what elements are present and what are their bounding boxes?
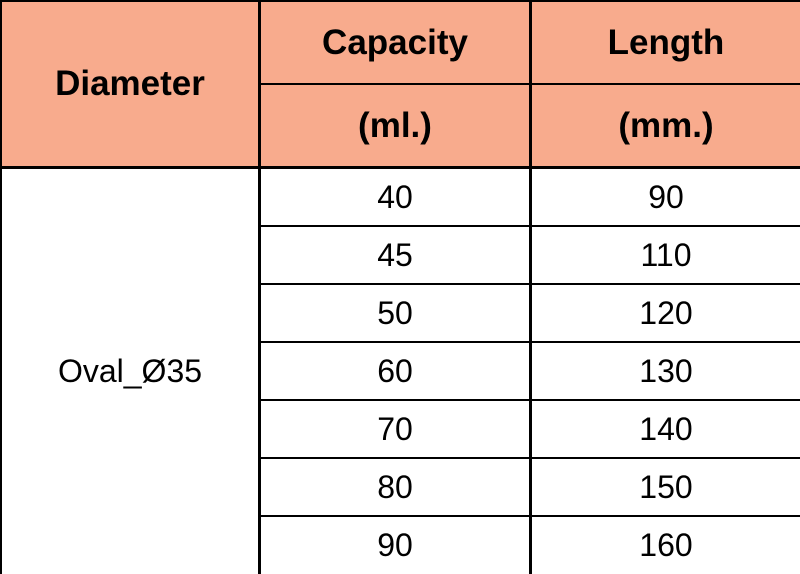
header-cell: (ml.) [261,85,529,166]
table-cell: 160 [532,517,800,574]
header-cell: Capacity [261,2,529,83]
table-cell: 80 [261,459,529,515]
header-cell: Diameter [2,2,258,166]
table-cell: 90 [532,169,800,225]
table-cell: 120 [532,285,800,341]
table-cell: 60 [261,343,529,399]
table-cell: 90 [261,517,529,574]
table-cell: 40 [261,169,529,225]
table-cell: 130 [532,343,800,399]
table-cell: 50 [261,285,529,341]
header-cell: (mm.) [532,85,800,166]
table-cell: 150 [532,459,800,515]
table-cell: 70 [261,401,529,457]
table-cell: 110 [532,227,800,283]
header-cell: Length [532,2,800,83]
diameter-cell: Oval_Ø35 [2,169,258,574]
table-cell: 140 [532,401,800,457]
table-cell: 45 [261,227,529,283]
